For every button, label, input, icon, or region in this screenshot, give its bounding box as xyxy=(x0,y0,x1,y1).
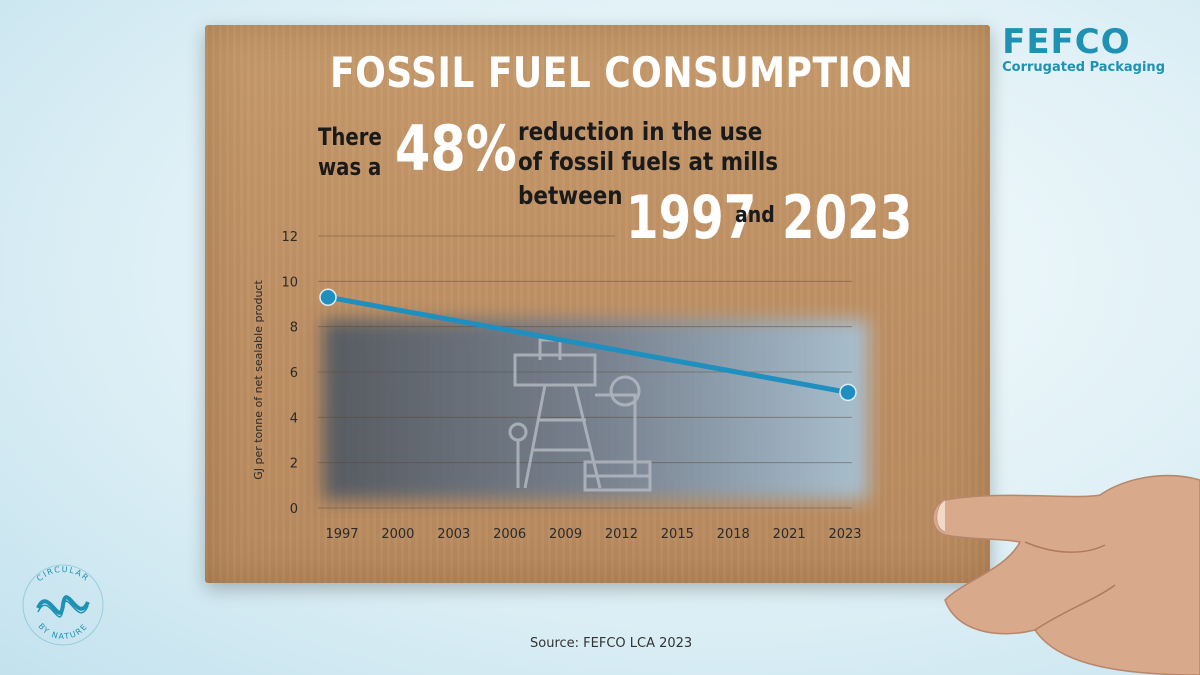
logo-word: FEFCO xyxy=(1002,22,1131,62)
x-tick-label: 2018 xyxy=(717,527,750,542)
logo-wordmark: FEFCO xyxy=(1002,22,1165,62)
lede-right-line2: of fossil fuels at mills xyxy=(518,147,779,176)
logo-subtitle: Corrugated Packaging xyxy=(1002,60,1165,75)
year-end: 2023 xyxy=(782,183,913,253)
grid-lines xyxy=(318,235,852,509)
hand-image xyxy=(932,474,1200,675)
oil-pump-icon xyxy=(508,338,652,492)
fefco-logo: FEFCO Corrugated Packaging xyxy=(1002,22,1165,75)
x-tick-label: 2015 xyxy=(661,527,694,542)
y-axis-label: GJ per tonne of net sealable product xyxy=(252,280,265,480)
y-tick-label: 12 xyxy=(281,230,298,245)
lede-and: and xyxy=(735,203,775,228)
x-tick-label: 2012 xyxy=(605,527,638,542)
y-tick-label: 10 xyxy=(281,275,298,290)
x-tick-label: 1997 xyxy=(325,527,358,542)
x-tick-label: 2003 xyxy=(437,527,470,542)
lede-right: reduction in the use of fossil fuels at … xyxy=(518,117,778,177)
x-axis-ticks: 1997 2000 2003 2006 2009 2012 2015 2018 2021 2023 xyxy=(325,527,861,542)
y-tick-label: 4 xyxy=(290,411,298,426)
badge-ring xyxy=(22,564,104,646)
x-tick-label: 2000 xyxy=(381,527,414,542)
lede-between: between xyxy=(518,181,623,210)
x-tick-label: 2023 xyxy=(828,527,861,542)
reduction-percent: 48% xyxy=(395,112,517,185)
lede-right-line1: reduction in the use xyxy=(518,117,763,146)
lede-left-line1: There xyxy=(318,123,382,151)
lede-left: There was a xyxy=(318,122,382,182)
y-tick-label: 8 xyxy=(290,321,298,336)
year-start: 1997 xyxy=(626,183,757,253)
data-point xyxy=(839,383,857,402)
x-tick-label: 2021 xyxy=(773,527,806,542)
lede-left-line2: was a xyxy=(318,153,382,181)
circular-by-nature-badge: CIRCULAR BY NATURE xyxy=(22,564,104,646)
y-tick-label: 2 xyxy=(290,457,298,472)
y-tick-label: 6 xyxy=(290,366,298,381)
infinity-shadow-icon xyxy=(37,600,89,618)
data-point xyxy=(319,288,337,306)
series-line xyxy=(325,294,851,395)
y-tick-label: 0 xyxy=(290,502,298,517)
y-axis-ticks: 0 2 4 6 8 10 12 xyxy=(281,230,298,517)
series-layer xyxy=(319,288,857,402)
badge-top-text: CIRCULAR xyxy=(35,565,91,583)
source-note: Source: FEFCO LCA 2023 xyxy=(530,636,693,651)
x-tick-label: 2009 xyxy=(549,527,582,542)
x-tick-label: 2006 xyxy=(493,527,526,542)
badge-bottom-text: BY NATURE xyxy=(36,622,89,642)
